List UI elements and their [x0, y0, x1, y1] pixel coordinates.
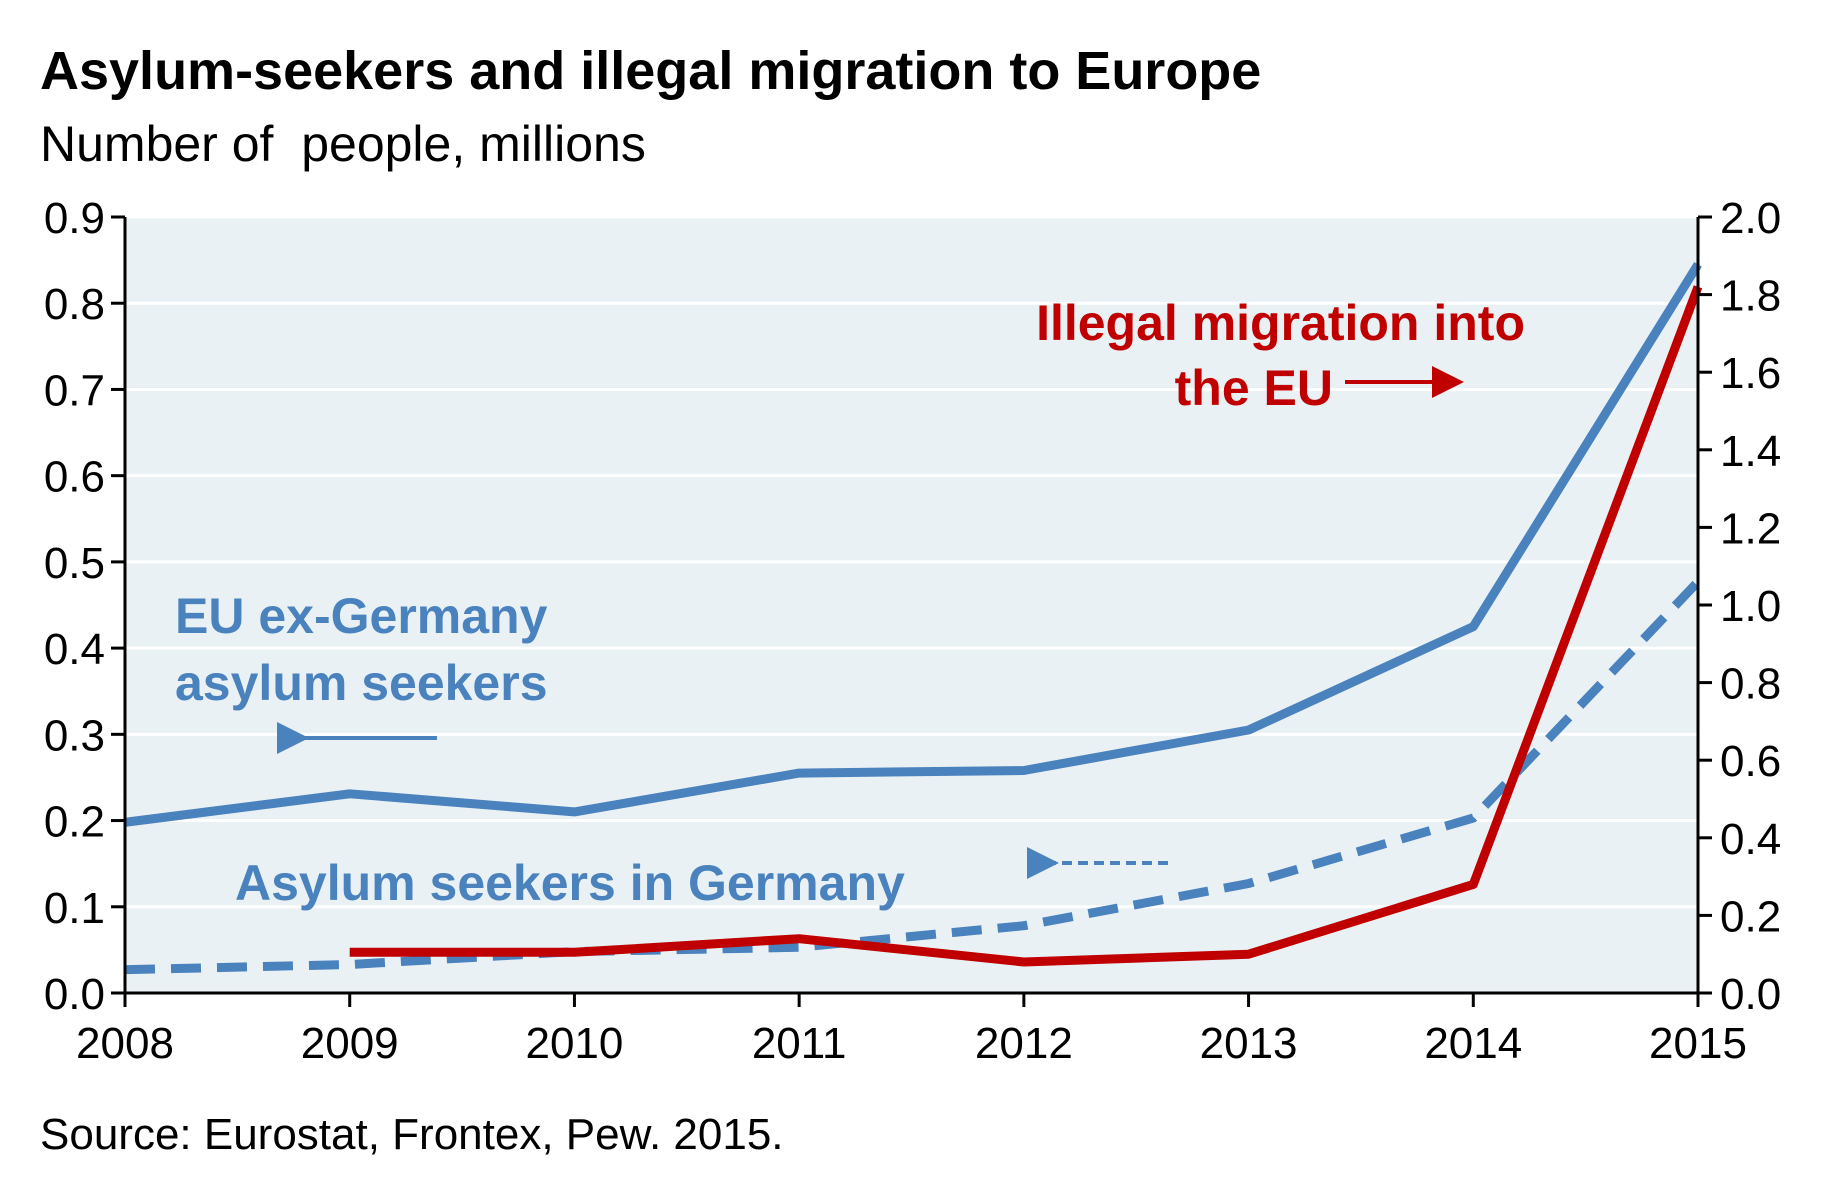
x-tick-label: 2013	[1200, 1019, 1298, 1068]
annotations: EU ex-Germany asylum seekers Asylum seeker…	[175, 295, 1525, 911]
y-left-tick-label: 0.2	[44, 798, 105, 847]
series-line-2	[349, 285, 1703, 967]
x-tick-label: 2010	[525, 1019, 623, 1068]
y-left-tick-label: 0.6	[44, 453, 105, 502]
chart-subtitle: Number of people, millions	[40, 116, 646, 172]
y-left-tick-label: 0.3	[44, 711, 105, 760]
y-left-tick-label: 0.1	[44, 884, 105, 933]
y-right-tick-label: 1.0	[1720, 582, 1781, 631]
y-right-tick-label: 2.0	[1720, 194, 1781, 243]
series-line-1	[124, 578, 1702, 975]
annotation-germany: Asylum seekers in Germany	[235, 855, 905, 911]
y-right-tick-label: 1.6	[1720, 349, 1781, 398]
y-right-tick-label: 0.2	[1720, 892, 1781, 941]
y-right-tick-label: 1.2	[1720, 504, 1781, 553]
x-tick-label: 2015	[1649, 1019, 1747, 1068]
y-right-tick-label: 1.8	[1720, 272, 1781, 321]
annotation-eu-ex-germany-line1: EU ex-Germany	[175, 588, 548, 644]
y-left-tick-label: 0.5	[44, 539, 105, 588]
y-left-tick-label: 0.9	[44, 194, 105, 243]
y-right-tick-label: 0.8	[1720, 660, 1781, 709]
axes: 0.0 0.1 0.2 0.3 0.4 0.5 0.6 0.7 0.8 0.9 0.0 0.2 0.4 0…	[44, 194, 1781, 1068]
series-lines	[124, 262, 1703, 975]
annotation-illegal-line1: Illegal migration into	[1036, 295, 1525, 351]
plot-area	[125, 217, 1698, 993]
chart-title: Asylum-seekers and illegal migration to …	[40, 41, 1262, 101]
y-right-tick-label: 0.0	[1720, 970, 1781, 1019]
y-left-tick-label: 0.4	[44, 625, 105, 674]
series-line-0	[124, 262, 1702, 827]
x-tick-label: 2008	[76, 1019, 174, 1068]
x-tick-label: 2014	[1424, 1019, 1522, 1068]
x-tick-label: 2009	[301, 1019, 399, 1068]
annotation-illegal-line2: the EU	[1175, 360, 1333, 416]
x-tick-label: 2012	[975, 1019, 1073, 1068]
y-left-tick-label: 0.7	[44, 366, 105, 415]
y-right-tick-label: 0.6	[1720, 737, 1781, 786]
y-left-tick-label: 0.8	[44, 280, 105, 329]
annotation-eu-ex-germany-line2: asylum seekers	[175, 655, 548, 711]
y-right-tick-label: 0.4	[1720, 815, 1781, 864]
y-left-tick-label: 0.0	[44, 970, 105, 1019]
x-tick-label: 2011	[752, 1019, 847, 1068]
source-note: Source: Eurostat, Frontex, Pew. 2015.	[40, 1110, 784, 1159]
y-right-tick-label: 1.4	[1720, 427, 1781, 476]
